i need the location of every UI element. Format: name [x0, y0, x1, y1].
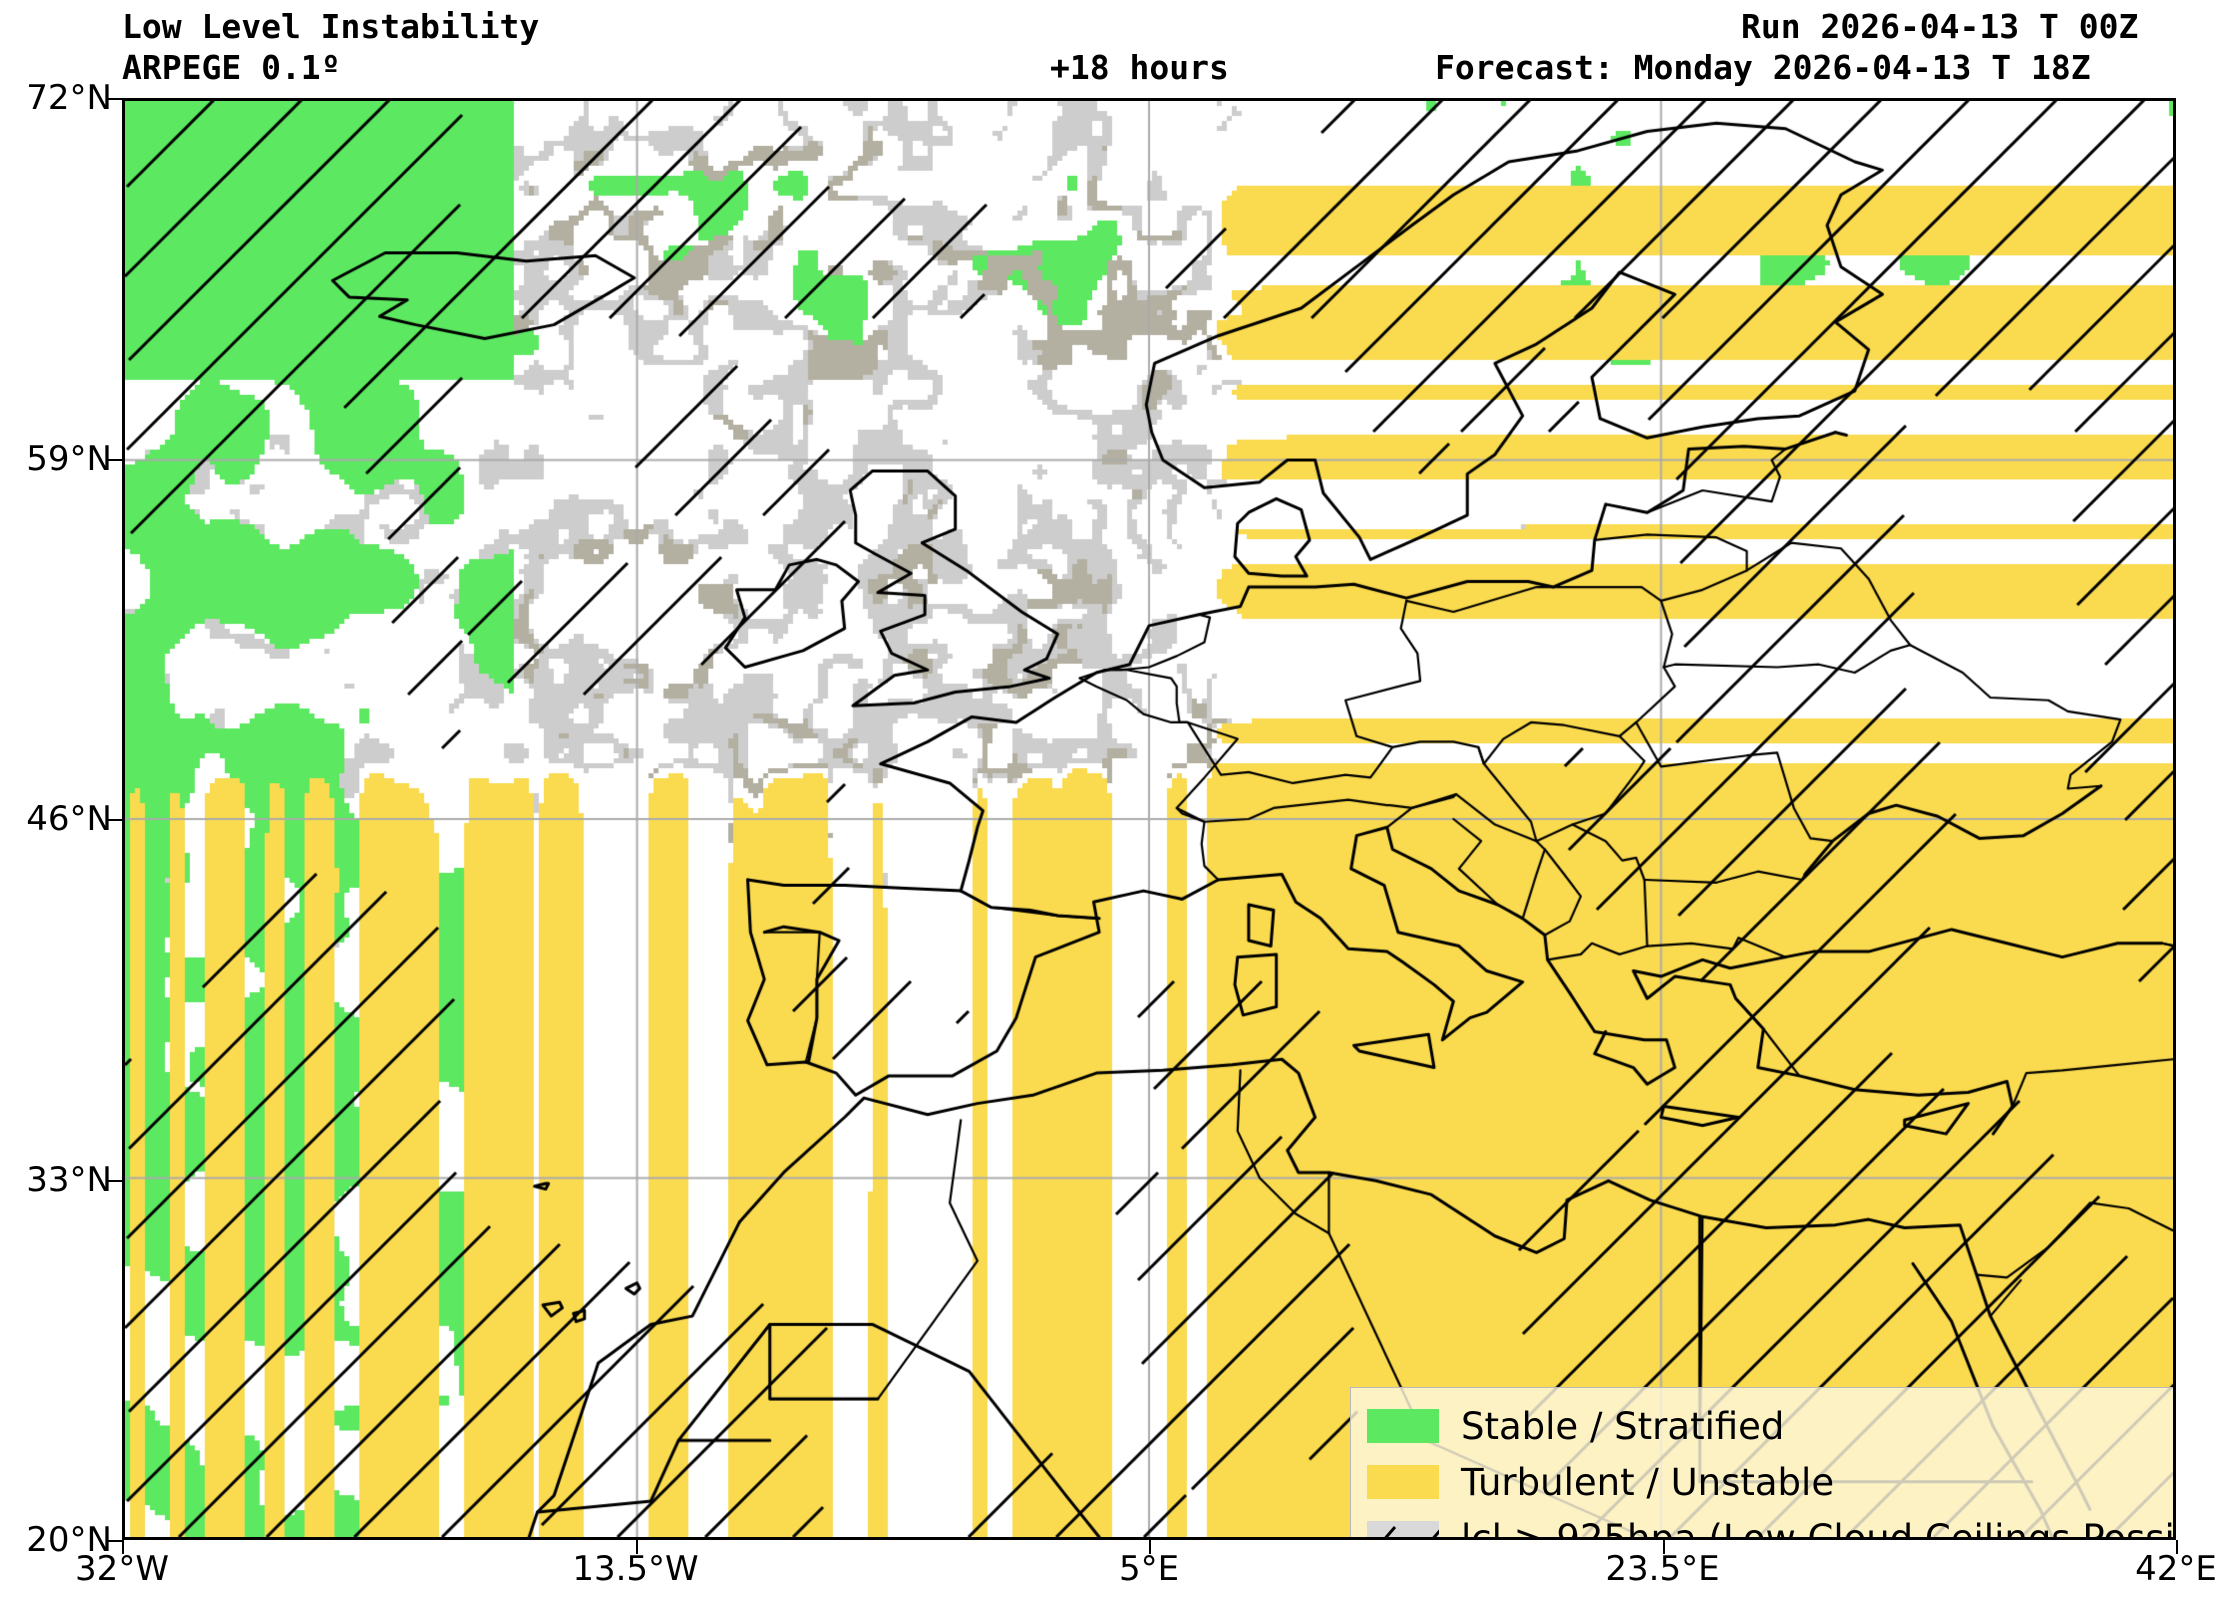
- weather-map-canvas[interactable]: [125, 101, 2173, 1537]
- y-axis-tick-mark: [106, 1540, 122, 1542]
- y-axis-tick-label: 20°N: [26, 1520, 112, 1560]
- x-axis-tick-label: 5°E: [1118, 1549, 1180, 1589]
- legend-swatch: [1367, 1521, 1439, 1537]
- x-axis-tick-label: 42°E: [2135, 1549, 2217, 1589]
- x-axis-tick-mark: [122, 1540, 124, 1554]
- forecast-valid-label: Forecast: Monday 2026-04-13 T 18Z: [1435, 48, 2091, 87]
- legend-swatch: [1367, 1409, 1439, 1443]
- map-plot-area[interactable]: Stable / Stratified Turbulent / Unstable l…: [122, 98, 2176, 1540]
- legend-item: Stable / Stratified: [1367, 1398, 2173, 1454]
- y-axis-tick-label: 72°N: [26, 78, 112, 118]
- legend-label: Turbulent / Unstable: [1461, 1460, 1835, 1504]
- x-axis-tick-label: 13.5°W: [572, 1549, 699, 1589]
- x-axis-tick-label: 32°W: [75, 1549, 169, 1589]
- y-axis-tick-mark: [106, 98, 122, 100]
- model-label: ARPEGE 0.1º: [122, 48, 341, 87]
- y-axis-tick-label: 59°N: [26, 438, 112, 479]
- hatch-pattern-icon: [1384, 1526, 1439, 1537]
- lead-time-label: +18 hours: [1050, 48, 1229, 87]
- x-axis-tick-mark: [1662, 1540, 1665, 1554]
- legend-swatch: [1367, 1465, 1439, 1499]
- x-axis-tick-label: 23.5°E: [1605, 1549, 1720, 1589]
- legend-item: lcl > 925hpa (Low Cloud Ceilings Possibl…: [1367, 1510, 2176, 1540]
- x-axis-tick-mark: [1149, 1540, 1151, 1554]
- legend-label: lcl > 925hpa (Low Cloud Ceilings Possibl…: [1461, 1516, 2176, 1540]
- y-axis-tick-mark: [106, 1179, 122, 1182]
- header-bar: Low Level Instability ARPEGE 0.1º +18 ho…: [0, 0, 2233, 98]
- y-axis-tick-label: 46°N: [26, 799, 112, 839]
- map-legend: Stable / Stratified Turbulent / Unstable l…: [1350, 1387, 2176, 1540]
- legend-item: Turbulent / Unstable: [1367, 1454, 2173, 1510]
- run-timestamp-label: Run 2026-04-13 T 00Z: [1741, 7, 2139, 46]
- page-title: Low Level Instability: [122, 7, 540, 46]
- y-axis-tick-mark: [106, 458, 122, 461]
- y-axis-tick-mark: [106, 819, 122, 821]
- x-axis-tick-mark: [635, 1540, 638, 1554]
- legend-label: Stable / Stratified: [1461, 1404, 1785, 1448]
- y-axis-tick-label: 33°N: [26, 1159, 112, 1200]
- x-axis-tick-mark: [2176, 1540, 2178, 1554]
